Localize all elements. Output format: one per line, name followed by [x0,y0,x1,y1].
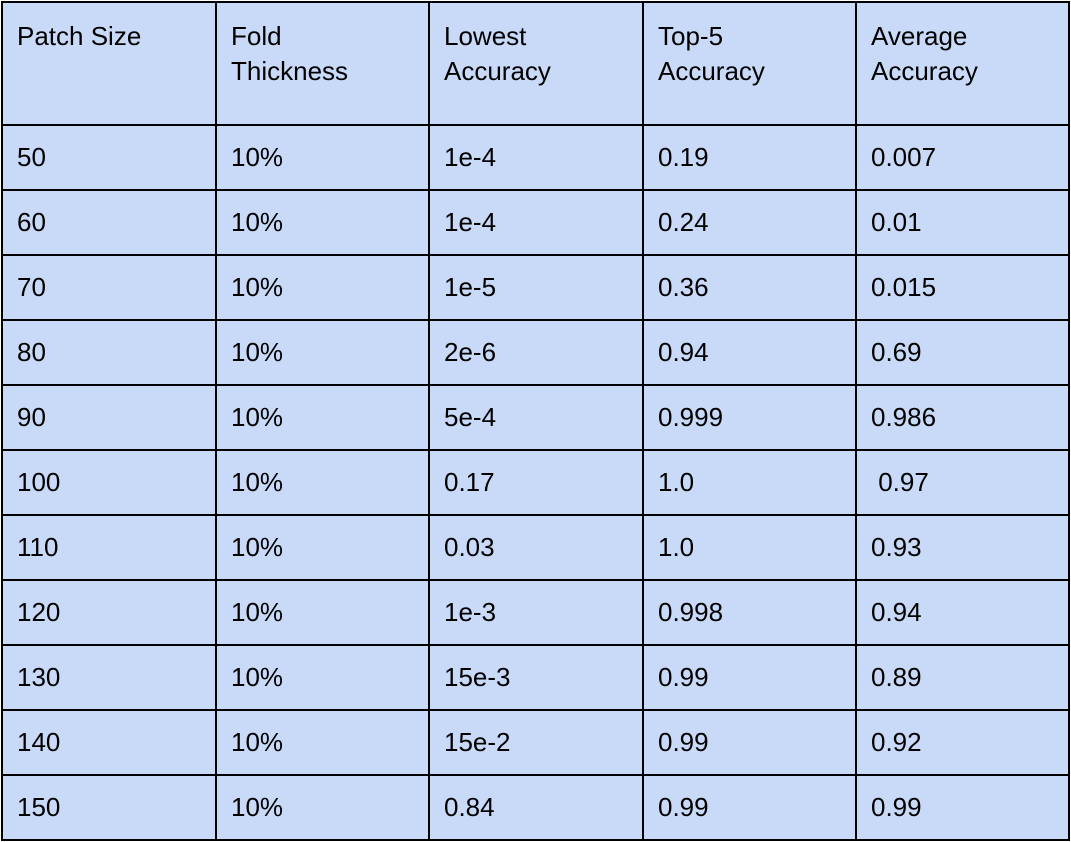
table-row: 70 10% 1e-5 0.36 0.015 [1,254,1070,321]
cell-average-accuracy: 0.69 [855,319,1070,386]
cell-average-accuracy: 0.986 [855,384,1070,451]
cell-top5-accuracy: 0.99 [642,709,857,776]
cell-average-accuracy: 0.015 [855,254,1070,321]
cell-average-accuracy: 0.97 [855,449,1070,516]
cell-lowest-accuracy: 1e-4 [428,124,644,191]
table-row: 60 10% 1e-4 0.24 0.01 [1,189,1070,256]
table-body: 50 10% 1e-4 0.19 0.007 60 10% 1e-4 0.24 … [1,124,1070,841]
cell-patch-size: 130 [1,644,217,711]
cell-patch-size: 70 [1,254,217,321]
cell-lowest-accuracy: 1e-3 [428,579,644,646]
cell-fold-thickness: 10% [215,774,430,841]
cell-patch-size: 100 [1,449,217,516]
header-fold-thickness: Fold Thickness [215,1,430,126]
cell-top5-accuracy: 1.0 [642,449,857,516]
cell-patch-size: 80 [1,319,217,386]
cell-top5-accuracy: 1.0 [642,514,857,581]
cell-lowest-accuracy: 5e-4 [428,384,644,451]
cell-fold-thickness: 10% [215,449,430,516]
table-row: 50 10% 1e-4 0.19 0.007 [1,124,1070,191]
cell-average-accuracy: 0.01 [855,189,1070,256]
cell-patch-size: 150 [1,774,217,841]
table-row: 120 10% 1e-3 0.998 0.94 [1,579,1070,646]
cell-top5-accuracy: 0.36 [642,254,857,321]
cell-fold-thickness: 10% [215,319,430,386]
table-header: Patch Size Fold Thickness Lowest Accurac… [1,1,1070,126]
cell-top5-accuracy: 0.99 [642,774,857,841]
cell-top5-accuracy: 0.94 [642,319,857,386]
table-row: 100 10% 0.17 1.0 0.97 [1,449,1070,516]
cell-average-accuracy: 0.94 [855,579,1070,646]
table-row: 110 10% 0.03 1.0 0.93 [1,514,1070,581]
cell-fold-thickness: 10% [215,384,430,451]
cell-top5-accuracy: 0.99 [642,644,857,711]
cell-fold-thickness: 10% [215,254,430,321]
header-lowest-accuracy: Lowest Accuracy [428,1,644,126]
table-row: 140 10% 15e-2 0.99 0.92 [1,709,1070,776]
cell-lowest-accuracy: 15e-2 [428,709,644,776]
table-row: 90 10% 5e-4 0.999 0.986 [1,384,1070,451]
cell-top5-accuracy: 0.999 [642,384,857,451]
cell-fold-thickness: 10% [215,124,430,191]
cell-lowest-accuracy: 0.84 [428,774,644,841]
cell-fold-thickness: 10% [215,644,430,711]
cell-lowest-accuracy: 1e-5 [428,254,644,321]
header-patch-size: Patch Size [1,1,217,126]
table-row: 150 10% 0.84 0.99 0.99 [1,774,1070,841]
table-row: 80 10% 2e-6 0.94 0.69 [1,319,1070,386]
cell-patch-size: 50 [1,124,217,191]
cell-fold-thickness: 10% [215,189,430,256]
cell-average-accuracy: 0.99 [855,774,1070,841]
cell-average-accuracy: 0.93 [855,514,1070,581]
cell-patch-size: 60 [1,189,217,256]
header-top5-accuracy: Top-5 Accuracy [642,1,857,126]
table-row: 130 10% 15e-3 0.99 0.89 [1,644,1070,711]
cell-fold-thickness: 10% [215,514,430,581]
cell-fold-thickness: 10% [215,709,430,776]
cell-lowest-accuracy: 1e-4 [428,189,644,256]
cell-average-accuracy: 0.89 [855,644,1070,711]
cell-average-accuracy: 0.92 [855,709,1070,776]
cell-patch-size: 140 [1,709,217,776]
cell-average-accuracy: 0.007 [855,124,1070,191]
cell-lowest-accuracy: 0.17 [428,449,644,516]
header-average-accuracy: Average Accuracy [855,1,1070,126]
cell-lowest-accuracy: 15e-3 [428,644,644,711]
cell-top5-accuracy: 0.998 [642,579,857,646]
cell-patch-size: 120 [1,579,217,646]
cell-fold-thickness: 10% [215,579,430,646]
cell-lowest-accuracy: 2e-6 [428,319,644,386]
header-row: Patch Size Fold Thickness Lowest Accurac… [1,1,1070,126]
cell-top5-accuracy: 0.24 [642,189,857,256]
cell-top5-accuracy: 0.19 [642,124,857,191]
cell-lowest-accuracy: 0.03 [428,514,644,581]
cell-patch-size: 110 [1,514,217,581]
cell-patch-size: 90 [1,384,217,451]
